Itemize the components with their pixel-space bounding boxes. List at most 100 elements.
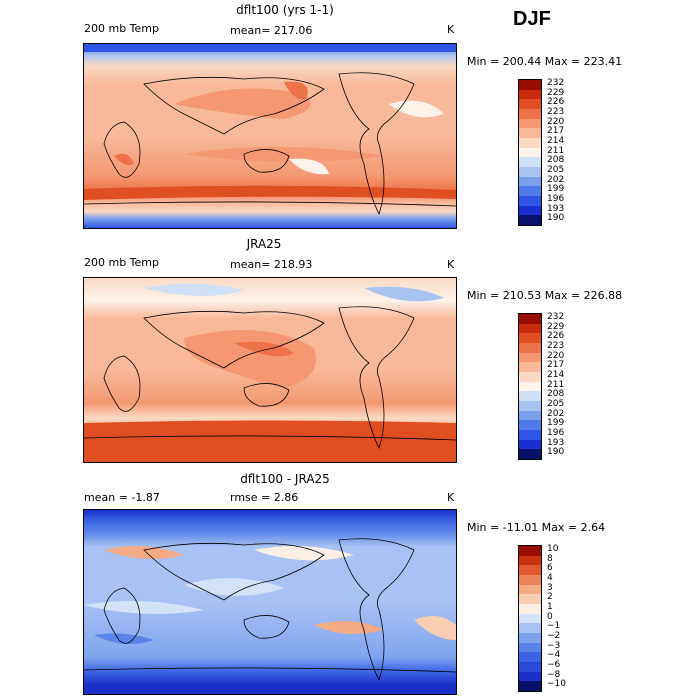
colorbar-label: −3 <box>547 640 561 651</box>
colorbar-label: 232 <box>547 78 565 88</box>
panel2-colorbar <box>518 313 542 460</box>
panel2-minmax: Min = 210.53 Max = 226.88 <box>467 289 623 302</box>
colorbar-swatch <box>519 80 541 91</box>
colorbar-swatch <box>519 613 541 624</box>
colorbar-label: 1 <box>547 602 553 612</box>
panel3-mean: mean = -1.87 <box>84 491 160 504</box>
colorbar-label: −10 <box>547 679 566 690</box>
colorbar-swatch <box>519 138 541 149</box>
panel2-variable: 200 mb Temp <box>84 256 160 269</box>
panel3-colorbar <box>518 545 542 692</box>
colorbar-label: 190 <box>547 213 565 224</box>
colorbar-label: 223 <box>547 107 565 117</box>
colorbar-label: 190 <box>547 447 565 458</box>
colorbar-swatch <box>519 381 541 392</box>
colorbar-label: 8 <box>547 553 553 564</box>
colorbar-swatch <box>519 323 541 334</box>
colorbar-label: 3 <box>547 582 553 593</box>
colorbar-label: 214 <box>547 136 565 146</box>
colorbar-label: −8 <box>547 669 561 680</box>
panel3-minmax: Min = -11.01 Max = 2.64 <box>467 521 606 534</box>
colorbar-swatch <box>519 420 541 431</box>
panel2-title: JRA25 <box>246 237 282 251</box>
colorbar-label: 6 <box>547 563 553 574</box>
colorbar-label: 10 <box>547 544 559 554</box>
colorbar-label: −1 <box>547 621 561 632</box>
colorbar-swatch <box>519 157 541 168</box>
colorbar-label: 196 <box>547 194 565 204</box>
season-label: DJF <box>513 8 551 30</box>
colorbar-label: 217 <box>547 360 565 371</box>
colorbar-swatch <box>519 89 541 100</box>
colorbar-label: 199 <box>547 418 565 429</box>
colorbar-swatch <box>519 362 541 373</box>
colorbar-swatch <box>519 594 541 605</box>
colorbar-swatch <box>519 215 541 226</box>
colorbar-swatch <box>519 372 541 383</box>
panel2-map <box>83 277 457 463</box>
colorbar-label: 2 <box>547 592 553 603</box>
colorbar-swatch <box>519 584 541 595</box>
colorbar-label: 4 <box>547 573 553 583</box>
colorbar-swatch <box>519 633 541 644</box>
panel1-title: dflt100 (yrs 1-1) <box>236 3 334 17</box>
colorbar-label: 223 <box>547 341 565 351</box>
colorbar-swatch <box>519 604 541 615</box>
colorbar-label: 229 <box>547 321 565 332</box>
colorbar-swatch <box>519 439 541 450</box>
colorbar-label: 199 <box>547 184 565 195</box>
colorbar-swatch <box>519 430 541 441</box>
colorbar-swatch <box>519 681 541 692</box>
colorbar-swatch <box>519 333 541 344</box>
colorbar-label: 220 <box>547 350 565 361</box>
colorbar-label: 232 <box>547 312 565 322</box>
colorbar-swatch <box>519 99 541 110</box>
colorbar-label: 193 <box>547 437 565 448</box>
colorbar-label: 193 <box>547 203 565 214</box>
colorbar-label: 208 <box>547 155 565 166</box>
colorbar-label: 202 <box>547 408 565 419</box>
colorbar-swatch <box>519 167 541 178</box>
colorbar-label: −2 <box>547 631 561 641</box>
colorbar-swatch <box>519 623 541 634</box>
panel2-units: K <box>447 258 455 271</box>
colorbar-label: 226 <box>547 97 565 108</box>
panel1-units: K <box>447 23 455 36</box>
colorbar-swatch <box>519 118 541 129</box>
colorbar-swatch <box>519 352 541 363</box>
panel3-title: dflt100 - JRA25 <box>240 472 330 486</box>
colorbar-swatch <box>519 401 541 412</box>
colorbar-label: 202 <box>547 174 565 185</box>
colorbar-swatch <box>519 196 541 207</box>
panel3-map <box>83 509 457 695</box>
panel2-mean: mean= 218.93 <box>230 258 313 271</box>
colorbar-label: 226 <box>547 331 565 342</box>
colorbar-label: 211 <box>547 145 565 156</box>
colorbar-swatch <box>519 147 541 158</box>
colorbar-swatch <box>519 186 541 197</box>
colorbar-label: 214 <box>547 370 565 380</box>
colorbar-swatch <box>519 555 541 566</box>
colorbar-swatch <box>519 176 541 187</box>
panel1-mean: mean= 217.06 <box>230 24 313 37</box>
colorbar-swatch <box>519 391 541 402</box>
colorbar-label: 217 <box>547 126 565 137</box>
colorbar-label: 211 <box>547 379 565 390</box>
colorbar-swatch <box>519 343 541 354</box>
colorbar-label: −6 <box>547 660 561 670</box>
colorbar-label: 205 <box>547 165 565 175</box>
colorbar-swatch <box>519 575 541 586</box>
panel1-variable: 200 mb Temp <box>84 22 160 35</box>
panel3-rmse: rmse = 2.86 <box>230 491 299 504</box>
colorbar-swatch <box>519 565 541 576</box>
colorbar-swatch <box>519 410 541 421</box>
colorbar-label: 205 <box>547 399 565 409</box>
colorbar-swatch <box>519 546 541 557</box>
colorbar-label: 0 <box>547 611 553 622</box>
panel1-map <box>83 43 457 229</box>
panel1-colorbar <box>518 79 542 226</box>
colorbar-swatch <box>519 109 541 120</box>
colorbar-label: 196 <box>547 428 565 438</box>
colorbar-swatch <box>519 314 541 325</box>
colorbar-label: 220 <box>547 116 565 127</box>
